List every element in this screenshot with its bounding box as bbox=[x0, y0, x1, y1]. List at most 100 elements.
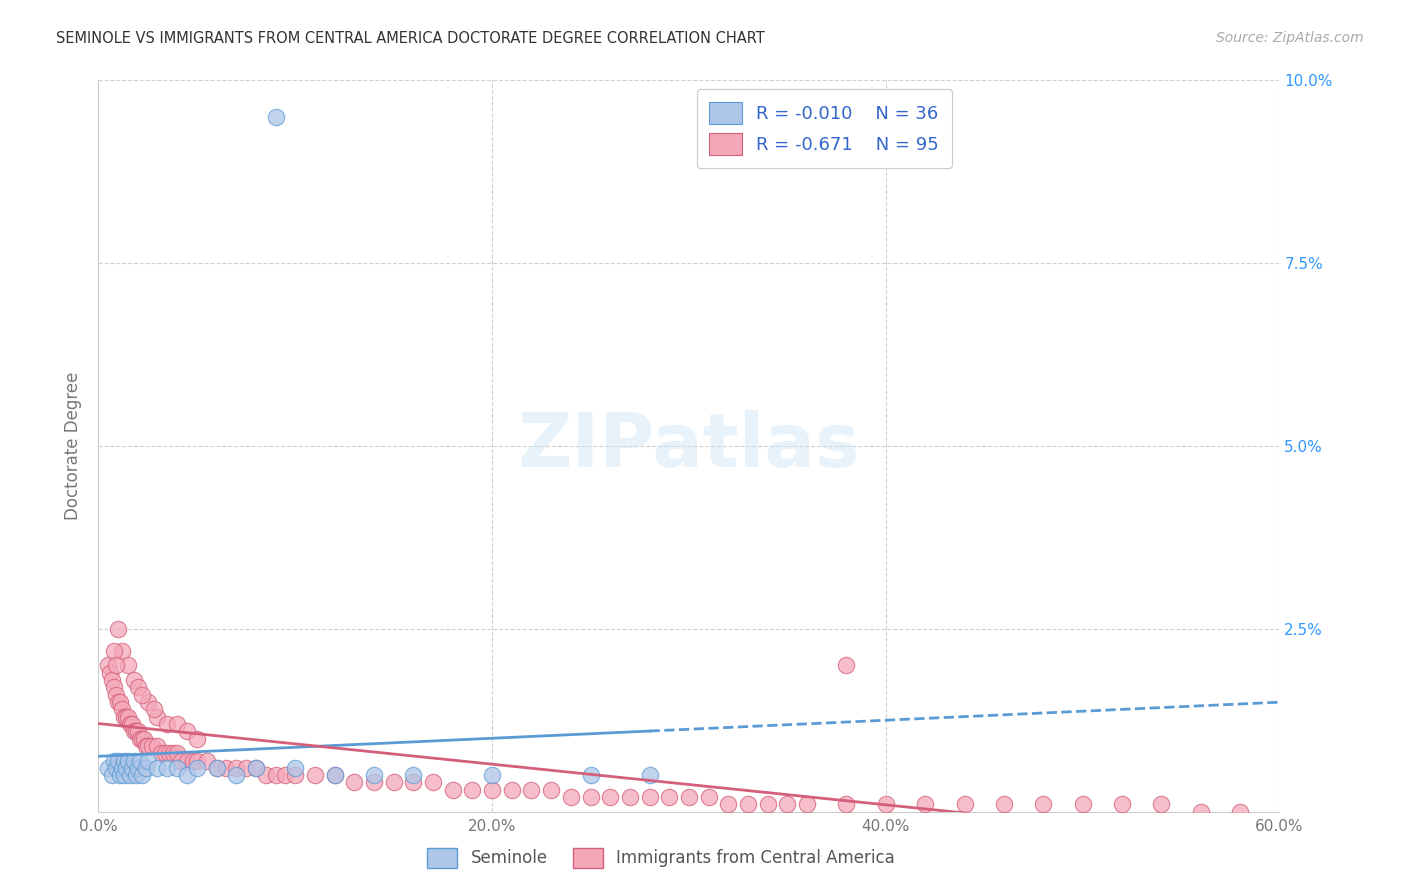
Point bbox=[111, 702, 134, 716]
Point bbox=[105, 688, 128, 702]
Point bbox=[162, 746, 184, 760]
Point bbox=[382, 775, 405, 789]
Point bbox=[1229, 805, 1251, 819]
Point bbox=[205, 761, 228, 775]
Point bbox=[274, 768, 297, 782]
Point bbox=[176, 754, 198, 768]
Point bbox=[97, 658, 120, 673]
Text: SEMINOLE VS IMMIGRANTS FROM CENTRAL AMERICA DOCTORATE DEGREE CORRELATION CHART: SEMINOLE VS IMMIGRANTS FROM CENTRAL AMER… bbox=[56, 31, 765, 46]
Point bbox=[796, 797, 818, 812]
Point bbox=[146, 739, 169, 753]
Point bbox=[107, 754, 129, 768]
Point bbox=[108, 695, 131, 709]
Point bbox=[461, 782, 484, 797]
Point bbox=[1111, 797, 1133, 812]
Point bbox=[146, 761, 169, 775]
Point bbox=[115, 761, 138, 775]
Point bbox=[181, 754, 204, 768]
Point bbox=[103, 681, 125, 695]
Point bbox=[112, 709, 135, 723]
Point bbox=[101, 673, 124, 687]
Text: ZIPatlas: ZIPatlas bbox=[517, 409, 860, 483]
Point bbox=[156, 761, 179, 775]
Point bbox=[993, 797, 1015, 812]
Point bbox=[103, 644, 125, 658]
Point bbox=[953, 797, 976, 812]
Point bbox=[136, 754, 159, 768]
Point bbox=[284, 761, 307, 775]
Point bbox=[1189, 805, 1212, 819]
Point bbox=[186, 761, 208, 775]
Point bbox=[117, 754, 139, 768]
Point bbox=[363, 768, 385, 782]
Point bbox=[835, 658, 858, 673]
Point bbox=[125, 724, 148, 739]
Point bbox=[776, 797, 799, 812]
Point bbox=[170, 754, 193, 768]
Point bbox=[579, 768, 602, 782]
Point bbox=[141, 739, 163, 753]
Point bbox=[142, 702, 165, 716]
Point bbox=[118, 768, 141, 782]
Point bbox=[1071, 797, 1094, 812]
Point bbox=[117, 709, 139, 723]
Point bbox=[108, 768, 131, 782]
Point bbox=[157, 746, 180, 760]
Point bbox=[225, 761, 247, 775]
Point bbox=[579, 790, 602, 805]
Point bbox=[402, 768, 425, 782]
Point bbox=[835, 797, 858, 812]
Point bbox=[343, 775, 366, 789]
Point bbox=[520, 782, 543, 797]
Point bbox=[697, 790, 720, 805]
Point bbox=[1150, 797, 1173, 812]
Point bbox=[127, 761, 149, 775]
Point bbox=[131, 768, 153, 782]
Point bbox=[132, 731, 155, 746]
Point bbox=[125, 768, 148, 782]
Point bbox=[717, 797, 740, 812]
Point bbox=[136, 695, 159, 709]
Point bbox=[127, 724, 149, 739]
Point bbox=[121, 761, 143, 775]
Point bbox=[176, 768, 198, 782]
Point bbox=[756, 797, 779, 812]
Point bbox=[135, 739, 157, 753]
Point bbox=[136, 739, 159, 753]
Point bbox=[155, 746, 177, 760]
Point bbox=[131, 731, 153, 746]
Point bbox=[118, 717, 141, 731]
Point bbox=[323, 768, 346, 782]
Point bbox=[205, 761, 228, 775]
Point bbox=[638, 768, 661, 782]
Point bbox=[115, 709, 138, 723]
Point bbox=[135, 761, 157, 775]
Point bbox=[402, 775, 425, 789]
Point bbox=[186, 754, 208, 768]
Point bbox=[481, 768, 503, 782]
Point bbox=[111, 761, 134, 775]
Point bbox=[1032, 797, 1054, 812]
Point bbox=[599, 790, 621, 805]
Point bbox=[284, 768, 307, 782]
Point bbox=[111, 644, 134, 658]
Y-axis label: Doctorate Degree: Doctorate Degree bbox=[65, 372, 83, 520]
Point bbox=[304, 768, 326, 782]
Point bbox=[215, 761, 238, 775]
Point bbox=[156, 717, 179, 731]
Point bbox=[103, 754, 125, 768]
Point bbox=[678, 790, 700, 805]
Point bbox=[105, 658, 128, 673]
Point bbox=[107, 622, 129, 636]
Point bbox=[363, 775, 385, 789]
Point bbox=[225, 768, 247, 782]
Point bbox=[166, 717, 188, 731]
Point bbox=[127, 681, 149, 695]
Point bbox=[245, 761, 267, 775]
Point bbox=[560, 790, 582, 805]
Point bbox=[481, 782, 503, 797]
Point bbox=[737, 797, 759, 812]
Point bbox=[121, 717, 143, 731]
Point bbox=[98, 665, 121, 680]
Point bbox=[245, 761, 267, 775]
